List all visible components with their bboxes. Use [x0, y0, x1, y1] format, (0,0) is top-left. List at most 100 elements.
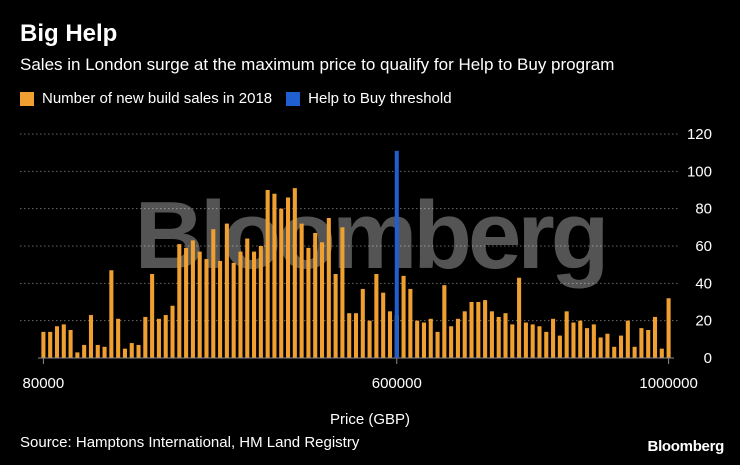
- bar: [571, 322, 576, 358]
- bar: [544, 331, 549, 358]
- y-tick-label: 80: [695, 201, 712, 218]
- bar: [551, 318, 556, 358]
- bar: [489, 311, 494, 358]
- y-tick-label: 40: [695, 275, 712, 292]
- bar: [659, 348, 664, 358]
- bar: [136, 344, 141, 358]
- bar: [292, 188, 297, 358]
- bar: [347, 313, 352, 358]
- bar: [415, 320, 420, 358]
- bar: [150, 274, 155, 358]
- bar: [632, 346, 637, 358]
- chart-legend: Number of new build sales in 2018 Help t…: [20, 90, 466, 107]
- bar: [537, 326, 542, 358]
- bar: [557, 335, 562, 358]
- bar: [218, 260, 223, 358]
- bar: [639, 328, 644, 358]
- bar: [224, 223, 229, 358]
- y-tick-label: 100: [687, 163, 712, 180]
- bar: [204, 259, 209, 358]
- bar: [585, 328, 590, 358]
- bar: [231, 262, 236, 358]
- y-tick-label: 0: [704, 350, 712, 367]
- bar: [319, 242, 325, 358]
- bar: [353, 313, 359, 358]
- bar: [340, 227, 345, 358]
- bar: [469, 302, 474, 358]
- bar: [564, 311, 569, 358]
- legend-item-threshold: Help to Buy threshold: [286, 90, 452, 107]
- bar: [48, 331, 53, 358]
- bar: [109, 270, 114, 358]
- bar: [449, 326, 454, 358]
- bar: [75, 352, 80, 358]
- bar: [652, 316, 658, 358]
- bar: [156, 318, 161, 358]
- bar: [184, 247, 189, 358]
- x-axis-label: Price (GBP): [330, 411, 410, 428]
- bar: [625, 320, 630, 358]
- bar: [82, 344, 87, 358]
- bar: [530, 324, 535, 358]
- bar: [170, 305, 175, 358]
- bar: [61, 324, 66, 358]
- bar: [129, 343, 134, 358]
- legend-swatch-threshold: [286, 91, 301, 106]
- bar: [476, 302, 481, 358]
- bar: [503, 313, 508, 358]
- legend-label-threshold: Help to Buy threshold: [308, 90, 452, 107]
- bar: [306, 247, 311, 358]
- bar: [211, 229, 216, 358]
- bar: [387, 311, 393, 358]
- bar: [102, 346, 107, 358]
- bar: [116, 318, 121, 358]
- y-tick-label: 120: [687, 126, 712, 143]
- bar: [122, 348, 127, 358]
- bar: [421, 322, 426, 358]
- bar: [143, 316, 148, 358]
- bar: [578, 320, 583, 358]
- bar: [41, 331, 46, 358]
- legend-swatch-sales: [20, 91, 34, 106]
- bar: [618, 335, 624, 358]
- bar: [510, 324, 515, 358]
- chart-subtitle: Sales in London surge at the maximum pri…: [20, 55, 615, 74]
- bar: [272, 193, 277, 358]
- legend-label-sales: Number of new build sales in 2018: [42, 90, 273, 107]
- bar: [523, 322, 528, 358]
- bar: [54, 326, 60, 358]
- bar: [190, 240, 195, 358]
- bar: [238, 251, 243, 358]
- y-tick-label: 20: [695, 313, 712, 330]
- bar: [401, 275, 406, 358]
- bar: [612, 346, 617, 358]
- bar: [88, 315, 94, 358]
- bar: [428, 318, 433, 358]
- bar: [496, 316, 501, 358]
- bar: [462, 311, 467, 358]
- y-tick-label: 60: [695, 238, 712, 255]
- bar: [163, 315, 168, 358]
- x-tick-label: 1000000: [639, 375, 697, 392]
- bar: [333, 274, 338, 358]
- bar: [95, 344, 100, 358]
- help-to-buy-threshold-line: [394, 150, 399, 358]
- bar: [197, 251, 202, 358]
- bar: [245, 238, 250, 358]
- legend-item-sales: Number of new build sales in 2018: [20, 90, 272, 107]
- chart-title: Big Help: [20, 20, 118, 47]
- x-tick-label: 600000: [372, 375, 422, 392]
- bar: [517, 277, 522, 358]
- bar: [177, 244, 182, 358]
- bar: [313, 232, 318, 358]
- bar: [360, 288, 365, 358]
- bar: [646, 330, 651, 358]
- bar: [408, 288, 413, 358]
- bar: [442, 285, 447, 358]
- source-note: Source: Hamptons International, HM Land …: [20, 434, 360, 451]
- bar: [367, 320, 372, 358]
- bar: [326, 218, 331, 358]
- bar: [483, 300, 488, 358]
- bar: [666, 298, 671, 358]
